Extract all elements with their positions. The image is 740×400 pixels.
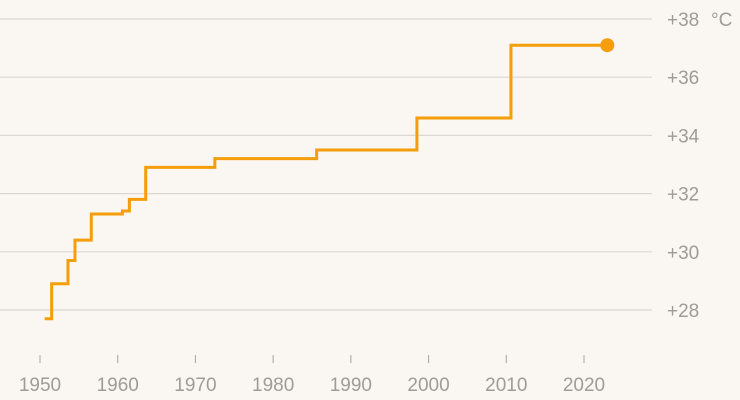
y-tick-label: +30 [667,243,699,264]
x-tick-label: 1960 [97,375,139,396]
x-tick-label: 2000 [407,375,449,396]
x-tick-label: 1980 [252,375,294,396]
y-tick-label: +38 [667,10,699,31]
x-tick-label: 2020 [563,375,605,396]
series [44,38,615,321]
x-tick-label: 1970 [174,375,216,396]
x-axis: 1950 1960 1970 1980 1990 2000 2010 2020 [19,355,605,396]
y-tick-label: +28 [667,301,699,322]
grid-lines [0,18,652,311]
series-line [44,43,608,321]
y-tick-label: +32 [667,185,699,206]
x-tick-label: 2010 [485,375,527,396]
x-tick-label: 1950 [19,375,61,396]
x-tick-label: 1990 [330,375,372,396]
y-tick-label: +34 [667,126,700,147]
y-tick-label: +36 [667,68,699,89]
y-unit-label: °C [711,10,732,31]
y-axis: +28 +30 +32 +34 +36 +38 °C [667,10,732,322]
series-end-point [600,38,615,53]
